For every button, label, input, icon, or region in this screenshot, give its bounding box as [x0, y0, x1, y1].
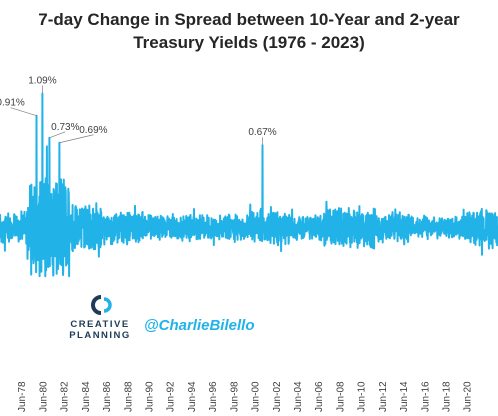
- x-tick-label: Jun-92: [166, 381, 177, 412]
- x-tick-label: Jun-08: [335, 381, 346, 412]
- x-tick-label: Jun-86: [102, 381, 113, 412]
- x-tick-label: Jun-04: [293, 381, 304, 412]
- annotation-label: 1.09%: [28, 76, 56, 87]
- logo-mark-icon: [91, 295, 112, 315]
- x-tick-label: Jun-18: [442, 381, 453, 412]
- series-line: [0, 92, 498, 278]
- annotation-leader: [49, 131, 66, 139]
- x-tick-label: Jun-78: [17, 381, 28, 412]
- x-tick-label: Jun-06: [314, 381, 325, 412]
- x-tick-label: Jun-90: [145, 381, 156, 412]
- annotation-leader: [10, 107, 37, 117]
- annotation-leader: [59, 134, 94, 144]
- annotation-label: 0.73%: [51, 122, 79, 133]
- x-tick-label: Jun-98: [229, 381, 240, 412]
- chart-title-line1: 7-day Change in Spread between 10-Year a…: [38, 10, 460, 29]
- x-tick-label: Jun-82: [60, 381, 71, 412]
- x-tick-label: Jun-80: [38, 381, 49, 412]
- annotation-label: 0.91%: [0, 98, 25, 109]
- x-tick-label: Jun-00: [251, 381, 262, 412]
- x-tick-label: Jun-96: [208, 381, 219, 412]
- series-layer: [0, 92, 498, 278]
- logo-line1: CREATIVE: [70, 319, 129, 330]
- twitter-handle: @CharlieBilello: [144, 317, 255, 334]
- x-tick-label: Jun-84: [81, 381, 92, 412]
- x-tick-label: Jun-02: [272, 381, 283, 412]
- x-tick-label: Jun-88: [123, 381, 134, 412]
- x-tick-label: Jun-94: [187, 381, 198, 412]
- creative-planning-logo: CREATIVE PLANNING: [69, 295, 131, 341]
- annotation-label: 0.67%: [248, 127, 276, 138]
- annotation-label: 0.69%: [79, 125, 107, 136]
- x-axis-ticks: Jun-78 Jun-80 Jun-82 Jun-84 Jun-86 Jun-88 Jun-…: [17, 381, 474, 412]
- x-tick-label: Jun-16: [420, 381, 431, 412]
- annotation-layer: 0.91%1.09% 0.73%0.69% 0.67%: [0, 76, 277, 146]
- x-tick-label: Jun-20: [463, 381, 474, 412]
- x-tick-label: Jun-12: [378, 381, 389, 412]
- chart-title: 7-day Change in Spread between 10-Year a…: [0, 8, 498, 54]
- chart-title-line2: Treasury Yields (1976 - 2023): [133, 33, 365, 52]
- x-tick-label: Jun-10: [357, 381, 368, 412]
- x-tick-label: Jun-14: [399, 381, 410, 412]
- logo-line2: PLANNING: [69, 330, 131, 341]
